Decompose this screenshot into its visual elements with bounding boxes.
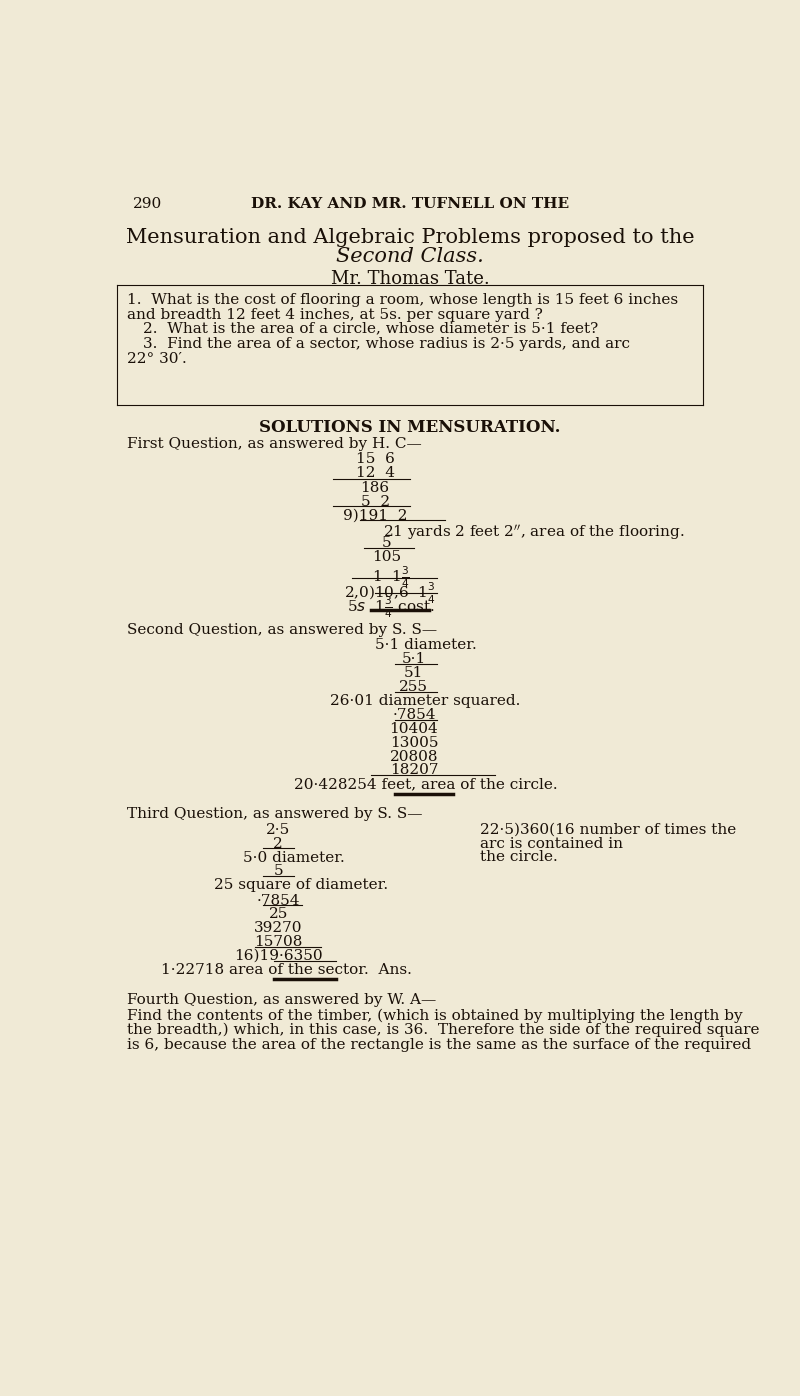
- Text: Mr. Thomas Tate.: Mr. Thomas Tate.: [330, 269, 490, 288]
- Text: Third Question, as answered by S. S—: Third Question, as answered by S. S—: [127, 807, 422, 821]
- Text: 105: 105: [372, 550, 402, 564]
- Text: 12  4: 12 4: [356, 466, 394, 480]
- Text: 2: 2: [274, 836, 283, 850]
- Text: Second Class.: Second Class.: [336, 247, 484, 265]
- Text: Mensuration and Algebraic Problems proposed to the: Mensuration and Algebraic Problems propo…: [126, 228, 694, 247]
- Text: 10404: 10404: [390, 722, 438, 736]
- Text: 1·22718 area of the sector.  Ans.: 1·22718 area of the sector. Ans.: [161, 963, 411, 977]
- Text: the breadth,) which, in this case, is 36.  Therefore the side of the required sq: the breadth,) which, in this case, is 36…: [127, 1023, 760, 1037]
- Text: is 6, because the area of the rectangle is the same as the surface of the requir: is 6, because the area of the rectangle …: [127, 1037, 751, 1051]
- Text: 22·5)360(16 number of times the: 22·5)360(16 number of times the: [480, 822, 736, 836]
- Text: arc is contained in: arc is contained in: [480, 836, 622, 850]
- Text: 16)19·6350: 16)19·6350: [234, 949, 322, 963]
- Text: 5: 5: [382, 536, 391, 550]
- Text: 15708: 15708: [254, 935, 302, 949]
- Text: 290: 290: [133, 197, 162, 211]
- Text: ·7854: ·7854: [257, 893, 300, 907]
- Text: 5·1: 5·1: [402, 652, 426, 666]
- Text: the circle.: the circle.: [480, 850, 558, 864]
- Text: 51: 51: [404, 666, 423, 680]
- Text: 9)191  2: 9)191 2: [343, 508, 407, 522]
- Text: 5: 5: [274, 864, 283, 878]
- Text: 1.  What is the cost of flooring a room, whose length is 15 feet 6 inches: 1. What is the cost of flooring a room, …: [127, 293, 678, 307]
- Text: 13005: 13005: [390, 736, 438, 750]
- Text: 25 square of diameter.: 25 square of diameter.: [214, 878, 389, 892]
- Text: 20808: 20808: [390, 750, 438, 764]
- Text: Fourth Question, as answered by W. A—: Fourth Question, as answered by W. A—: [127, 993, 436, 1007]
- Text: 22° 30′.: 22° 30′.: [127, 352, 187, 366]
- Text: 26·01 diameter squared.: 26·01 diameter squared.: [330, 694, 521, 708]
- Text: 255: 255: [399, 680, 428, 694]
- Text: 2,0)10,6  1$\frac{3}{4}$: 2,0)10,6 1$\frac{3}{4}$: [345, 581, 437, 606]
- Text: 186: 186: [361, 480, 390, 496]
- Text: 39270: 39270: [254, 921, 302, 935]
- Text: 20·428254 feet, area of the circle.: 20·428254 feet, area of the circle.: [294, 778, 558, 792]
- Text: Find the contents of the timber, (which is obtained by multiplying the length by: Find the contents of the timber, (which …: [127, 1008, 742, 1023]
- Text: SOLUTIONS IN MENSURATION.: SOLUTIONS IN MENSURATION.: [259, 419, 561, 436]
- Text: 25: 25: [269, 907, 288, 921]
- Text: 15  6: 15 6: [356, 452, 394, 466]
- Text: 5$s$  1$\frac{3}{4}$ cost.: 5$s$ 1$\frac{3}{4}$ cost.: [347, 595, 434, 620]
- Text: 2.  What is the area of a circle, whose diameter is 5·1 feet?: 2. What is the area of a circle, whose d…: [142, 321, 598, 335]
- Text: 5  2: 5 2: [361, 494, 390, 508]
- Text: DR. KAY AND MR. TUFNELL ON THE: DR. KAY AND MR. TUFNELL ON THE: [251, 197, 569, 211]
- Text: 21 yards 2 feet 2$^{\prime\prime}$, area of the flooring.: 21 yards 2 feet 2$^{\prime\prime}$, area…: [383, 522, 685, 542]
- Text: ·7854: ·7854: [392, 708, 436, 722]
- Text: Second Question, as answered by S. S—: Second Question, as answered by S. S—: [127, 623, 438, 637]
- Text: 5·1 diameter.: 5·1 diameter.: [374, 638, 476, 652]
- Text: 18207: 18207: [390, 764, 438, 778]
- Text: First Question, as answered by H. C—: First Question, as answered by H. C—: [127, 437, 422, 451]
- Text: 3.  Find the area of a sector, whose radius is 2·5 yards, and arc: 3. Find the area of a sector, whose radi…: [142, 336, 630, 350]
- Text: 2·5: 2·5: [266, 822, 290, 836]
- Text: 1  1$\frac{3}{4}$: 1 1$\frac{3}{4}$: [372, 564, 410, 589]
- Text: and breadth 12 feet 4 inches, at 5s. per square yard ?: and breadth 12 feet 4 inches, at 5s. per…: [127, 307, 543, 321]
- Text: 5·0 diameter.: 5·0 diameter.: [243, 850, 345, 864]
